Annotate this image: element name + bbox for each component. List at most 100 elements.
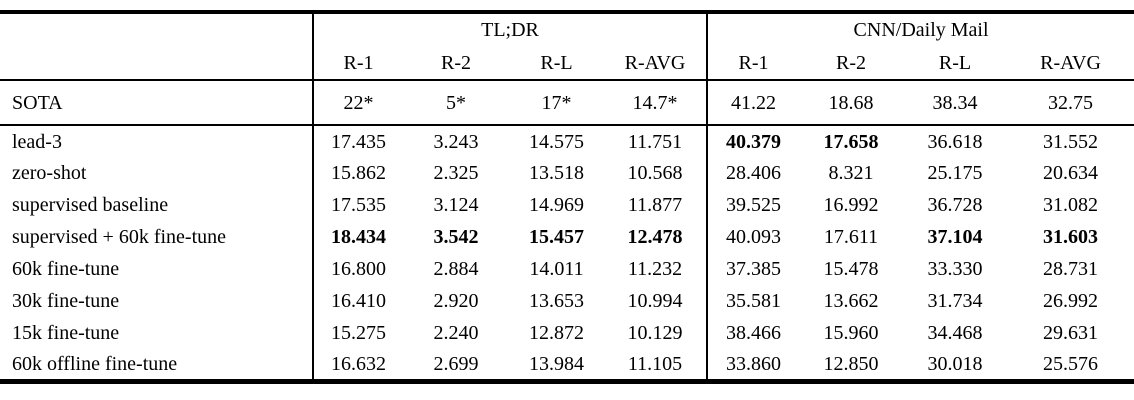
table-cell: 3.542 [433,226,479,248]
table-cell: 2.920 [433,290,479,312]
table-cell: 13.653 [529,290,584,312]
table-cell: 28.731 [1043,258,1099,280]
table-cell: 2.325 [433,162,479,184]
row-label: zero-shot [12,162,87,184]
table-cell: 11.877 [627,194,683,216]
table-cell: 3.124 [433,194,479,216]
table-row-60k-fine-tune: 60k fine-tune 16.800 2.884 14.011 11.232… [0,253,1134,285]
row-label: SOTA [0,80,313,126]
table-cell: 25.175 [927,162,983,184]
table-cell: 15.478 [823,258,879,280]
table-cell: 12.478 [627,226,683,248]
table-cell: 38.34 [903,80,1008,126]
column-header-tldr-ravg: R-AVG [604,46,708,81]
group-header-cnn-dailymail: CNN/Daily Mail [706,12,1134,46]
table-cell: 31.552 [1043,130,1099,153]
row-label: supervised + 60k fine-tune [12,226,227,248]
column-header-cnn-ravg: R-AVG [1007,46,1134,81]
table-cell: 8.321 [828,162,874,184]
table-cell: 11.232 [627,258,683,280]
row-label: 15k fine-tune [12,322,120,344]
table-cell: 17* [509,80,604,126]
table-cell: 12.850 [823,352,879,375]
table-cell: 17.658 [823,130,879,153]
table-cell: 17.535 [312,189,403,221]
table-cell: 11.105 [627,352,683,375]
table-cell: 13.984 [529,352,584,375]
table-cell: 40.093 [706,221,800,253]
table-cell: 16.632 [312,349,403,381]
column-header-cnn-rl: R-L [903,46,1008,81]
table-cell: 40.379 [706,125,800,157]
table-cell: 18.434 [312,221,403,253]
table-cell: 33.330 [927,258,983,280]
table-cell: 14.575 [529,130,584,153]
table-row-60k-offline-fine-tune: 60k offline fine-tune 16.632 2.699 13.98… [0,349,1134,381]
group-header-tldr: TL;DR [311,12,708,46]
table-cell: 13.518 [529,162,584,184]
table-cell: 34.468 [927,322,983,344]
table-cell: 39.525 [706,189,800,221]
table-cell: 3.243 [433,130,479,153]
table-cell: 10.994 [627,290,683,312]
table-row-supervised-baseline: supervised baseline 17.535 3.124 14.969 … [0,189,1134,221]
table-cell: 30.018 [927,352,983,375]
rouge-results-table: TL;DR CNN/Daily Mail R-1 R-2 R-L R-AVG R… [0,10,1134,384]
table-cell: 22* [312,80,403,126]
group-header-row: TL;DR CNN/Daily Mail [0,12,1134,46]
table-cell: 10.568 [627,162,683,184]
table-cell: 2.240 [433,322,479,344]
table-row-zero-shot: zero-shot 15.862 2.325 13.518 10.568 28.… [0,157,1134,189]
table-cell: 41.22 [706,80,800,126]
table-cell: 33.860 [706,349,800,381]
table-cell: 36.728 [927,194,983,216]
table-row-lead-3: lead-3 17.435 3.243 14.575 11.751 40.379… [0,125,1134,157]
subheader-row: R-1 R-2 R-L R-AVG R-1 R-2 R-L R-AVG [0,46,1134,81]
table-cell: 17.435 [312,125,403,157]
column-header-cnn-r1: R-1 [706,46,800,81]
table-cell: 28.406 [706,157,800,189]
table-cell: 12.872 [529,322,584,344]
sota-row: SOTA 22* 5* 17* 14.7* 41.22 18.68 38.34 … [0,80,1134,126]
row-label: 60k offline fine-tune [12,352,178,375]
table-row-15k-fine-tune: 15k fine-tune 15.275 2.240 12.872 10.129… [0,317,1134,349]
table-cell: 11.751 [627,130,683,153]
table-cell: 2.884 [433,258,479,280]
table-cell: 32.75 [1007,80,1134,126]
table-cell: 25.576 [1043,352,1099,375]
table-cell: 13.662 [823,290,879,312]
row-label: 60k fine-tune [12,258,120,280]
table-cell: 16.800 [312,253,403,285]
row-label: supervised baseline [12,194,169,216]
table-cell: 15.275 [312,317,403,349]
table-cell: 15.862 [312,157,403,189]
table-cell: 14.969 [529,194,584,216]
column-header-tldr-r1: R-1 [312,46,403,81]
table-cell: 15.457 [529,226,584,248]
column-header-cnn-r2: R-2 [799,46,904,81]
table-cell: 16.992 [823,194,879,216]
table-cell: 10.129 [627,322,683,344]
table-row-supervised-60k-fine-tune: supervised + 60k fine-tune 18.434 3.542 … [0,221,1134,253]
table-cell: 31.603 [1043,226,1099,248]
table-cell: 26.992 [1043,290,1099,312]
table-cell: 31.734 [927,290,983,312]
corner-cell [0,12,313,46]
corner-cell [0,46,313,81]
table-cell: 37.385 [706,253,800,285]
table-cell: 29.631 [1043,322,1099,344]
table-cell: 15.960 [823,322,879,344]
table-cell: 36.618 [927,130,983,153]
table-cell: 16.410 [312,285,403,317]
table-row-30k-fine-tune: 30k fine-tune 16.410 2.920 13.653 10.994… [0,285,1134,317]
table-cell: 17.611 [823,226,879,248]
table-cell: 18.68 [799,80,904,126]
table-cell: 35.581 [706,285,800,317]
table-cell: 14.011 [529,258,584,280]
column-header-tldr-rl: R-L [509,46,604,81]
column-header-tldr-r2: R-2 [403,46,509,81]
table-cell: 20.634 [1043,162,1099,184]
row-label: lead-3 [12,130,62,153]
table-cell: 38.466 [706,317,800,349]
